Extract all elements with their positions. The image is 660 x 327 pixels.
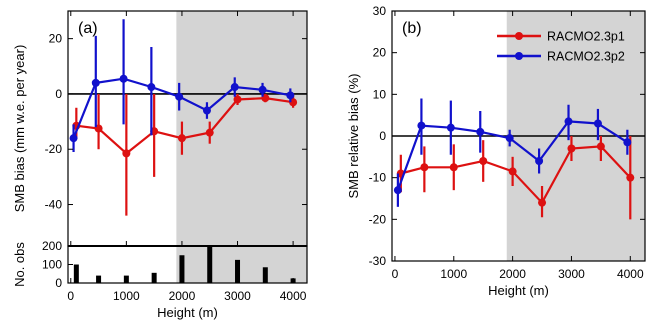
panel-a-shaded-region [176,11,307,246]
panel-b-y-axis-label: SMB relative bias (%) [346,74,361,199]
panel-b-panel-label: (b) [402,20,422,37]
panel-a-series-p1-point [177,134,186,143]
obs-y-tick-label: 100 [42,258,62,272]
panel-b-series-p2-point [593,119,602,128]
panel-b-series-p1-point [508,167,517,176]
panel-a-panel-label: (a) [78,20,98,37]
obs-shaded-region [176,246,307,283]
panel-b-plot: -30 -20 -10 0 10 20 30 0 1000 2000 3000 4000 (b) SMB … [346,4,646,298]
panel-b-x-tick-label: 0 [392,267,399,281]
panel-a-y-tick-label: 0 [55,87,62,101]
legend-marker-p2 [515,52,523,60]
panel-b-x-tick-label: 1000 [440,267,467,281]
panel-b-series-p2-point [476,127,485,136]
panel-b-series-p1-point [449,163,458,172]
obs-x-tick-label: 2000 [169,289,196,303]
panel-b-y-tick-label: 30 [373,4,387,18]
panel-b-series-p2-point [446,123,455,132]
panel-a-series-p1-point [122,149,131,158]
panel-b-series-p2-point [417,121,426,130]
panel-a-series-p2-point [286,91,295,100]
obs-x-axis-label: Height (m) [157,305,218,320]
panel-a-series-p2-point [147,83,156,92]
obs-y-tick-label: 200 [42,239,62,253]
panel-a-series-p2-point [258,85,267,94]
panel-b-series-p2-point [505,134,514,143]
panel-b-x-tick-label: 2000 [499,267,526,281]
obs-x-tick-label: 3000 [224,289,251,303]
obs-x-tick-label: 0 [67,289,74,303]
obs-x-tick-label: 1000 [113,289,140,303]
panel-a-series-p2-point [69,134,78,143]
panel-a-series-p1-point [233,95,242,104]
panel-b-y-tick-label: -30 [369,254,387,268]
panel-b-x-tick-label: 4000 [617,267,644,281]
panel-a-y-tick-label: -40 [45,198,63,212]
obs-bar [235,259,241,283]
panel-a-series-p2-point [119,74,128,83]
panel-a-series-p2-point [202,106,211,115]
panel-b-y-tick-label: 10 [373,87,387,101]
panel-b-y-tick-label: 20 [373,46,387,60]
panel-b-series-p2-point [393,186,402,195]
panel-b-y-tick-label: -20 [369,212,387,226]
panel-a-y-tick-label: 20 [49,32,63,46]
panel-a-y-axis-label: SMB bias (mm w.e. per year) [12,45,27,213]
panel-b-series-p1-point [626,173,635,182]
obs-bar [179,255,185,283]
panel-b-y-tick-label: 0 [379,129,386,143]
panel-a-plot: -40 -20 0 20 (a) SMB bias (mm w.e. per year) [12,10,308,247]
panel-b-x-axis-label: Height (m) [488,283,549,298]
panel-a-series-p2-point [175,92,184,101]
panel-b-series-p2-point [623,138,632,147]
obs-bar [262,267,268,283]
obs-bar [207,246,213,283]
panel-a-series-p2-point [91,78,100,87]
panel-a-series-p1-point [205,128,214,137]
panel-a-series-p2-point [230,83,239,92]
legend-label-p1: RACMO2.3p1 [547,30,625,44]
obs-x-tick-label: 4000 [280,289,307,303]
obs-y-axis-label: No. obs [12,242,27,287]
panel-b-series-p1-point [567,144,576,153]
panel-b-series-p1-point [420,163,429,172]
obs-y-tick-label: 0 [55,276,62,290]
panel-a-y-tick-label: -20 [45,142,63,156]
panel-b-series-p2-point [535,157,544,165]
panel-b-y-tick-label: -10 [369,171,387,185]
obs-bar [151,272,157,283]
legend-label-p2: RACMO2.3p2 [547,50,625,64]
obs-bar [96,275,102,283]
panel-b-series-p1-point [538,198,547,207]
obs-bar [73,264,79,283]
panel-b-series-p2-point [564,117,573,126]
panel-b-series-p1-point [479,157,488,165]
panel-b-series-p1-point [596,142,605,151]
legend-marker-p1 [515,32,523,40]
panel-b-x-tick-label: 3000 [558,267,585,281]
